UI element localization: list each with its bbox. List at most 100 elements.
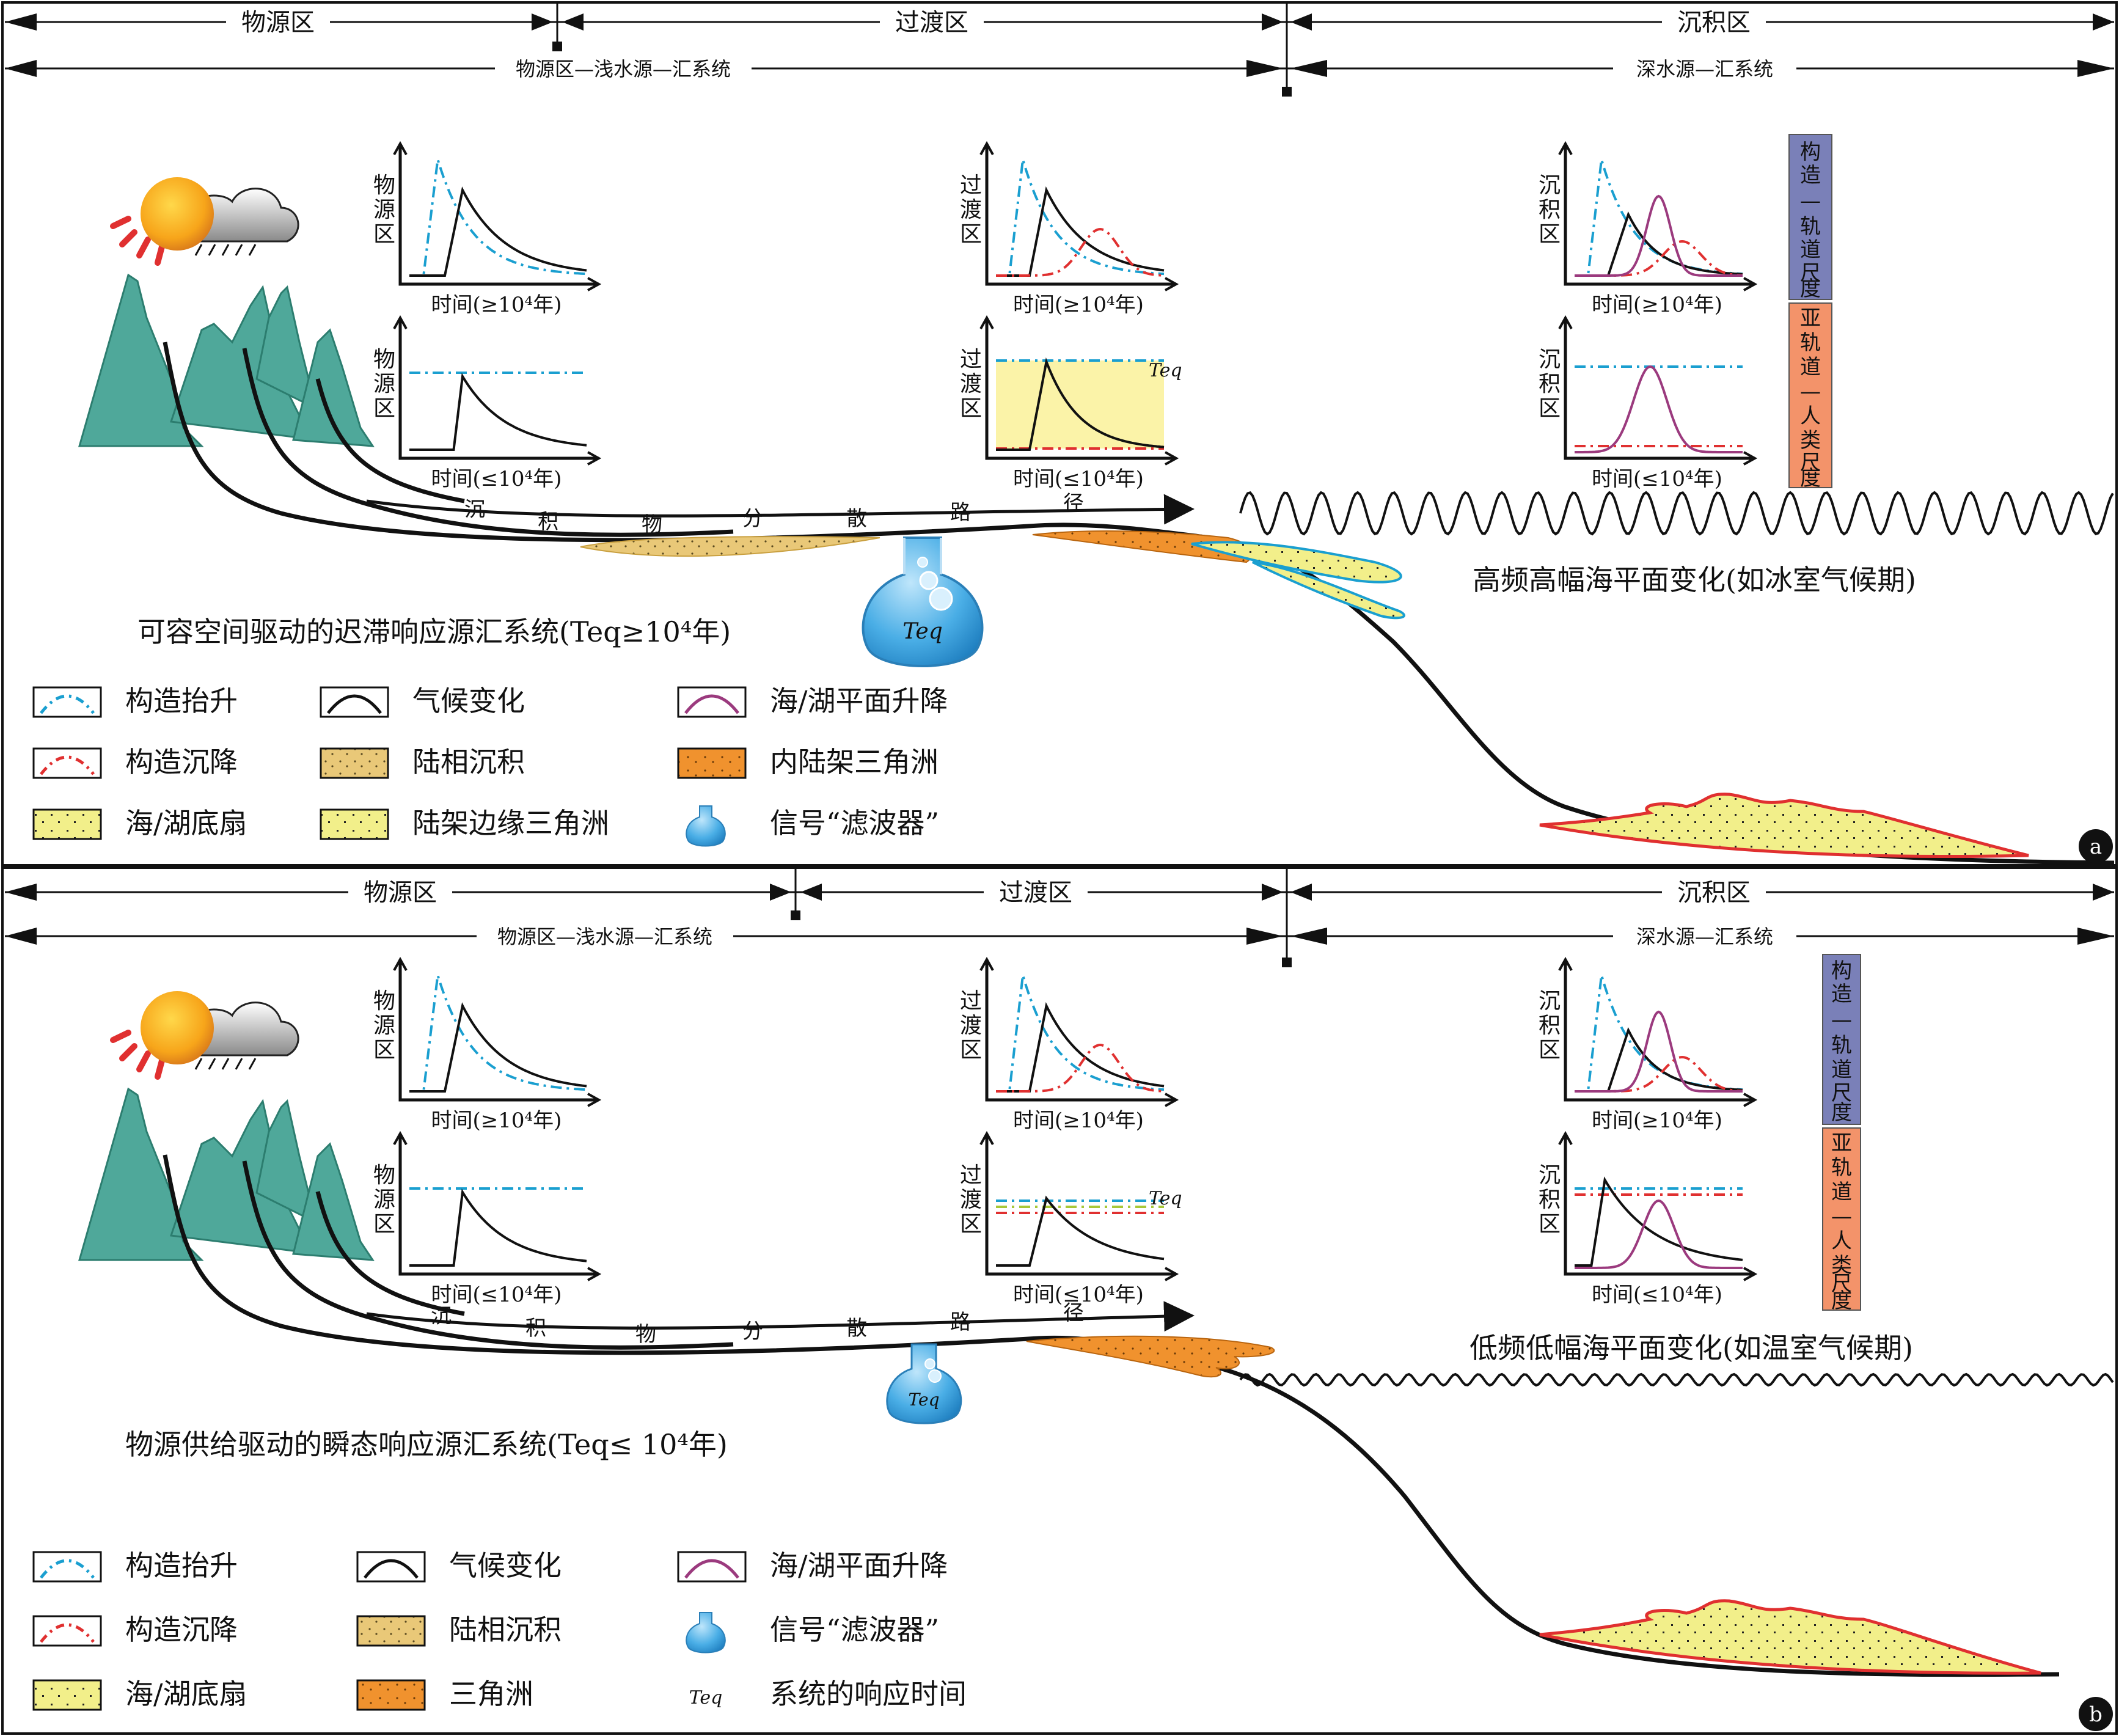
climate-curve <box>409 186 587 277</box>
sea-level-caption: 高频高幅海平面变化(如冰室气候期) <box>1473 563 1916 596</box>
legend-item-label: 构造沉降 <box>125 1613 238 1646</box>
legend-item-label: 构造沉降 <box>125 745 238 778</box>
legend-item: 构造抬升 <box>32 1549 238 1583</box>
legend-item-label: 三角洲 <box>449 1677 533 1710</box>
svg-text:构: 构 <box>1831 959 1852 983</box>
svg-text:轨: 轨 <box>1831 1033 1852 1058</box>
x-axis-arrow <box>587 1267 602 1281</box>
legend-delta-swatch <box>677 747 747 779</box>
graph-x-label: 时间(≥10⁴年) <box>431 293 562 317</box>
legend-item-label: 气候变化 <box>412 684 525 717</box>
svg-text:道: 道 <box>1800 355 1821 379</box>
svg-text:尺: 尺 <box>1831 1272 1852 1296</box>
sealevel-curve <box>1575 1199 1743 1269</box>
legend-fan-swatch <box>32 808 102 840</box>
graph-axes <box>1564 959 1755 1102</box>
legend-terr-swatch <box>320 747 389 779</box>
panel-b-graphs: 物源区时间(≥10⁴年)物源区时间(≤10⁴年)过渡区时间(≥10⁴年)过渡区时… <box>373 956 1758 1307</box>
graph-x-label: 时间(≤10⁴年) <box>1592 1283 1722 1307</box>
climate-curve <box>1575 1027 1743 1093</box>
svg-text:散: 散 <box>846 1316 867 1341</box>
panel-b-frame <box>1 866 2118 1735</box>
svg-text:—: — <box>1831 1008 1852 1032</box>
legend-delta-swatch <box>356 1679 426 1711</box>
graph-x-label: 时间(≥10⁴年) <box>1013 293 1144 317</box>
legend-swatch-frame <box>32 747 102 779</box>
signal-filter-flask: Teq <box>862 537 984 667</box>
svg-text:度: 度 <box>1831 1289 1852 1313</box>
legend-swatch-frame <box>677 686 747 718</box>
orbital-scale-bar <box>1788 134 1832 300</box>
climate-curve <box>1575 211 1743 277</box>
uplift-curve <box>996 159 1165 277</box>
graph-axes <box>1564 1134 1755 1276</box>
svg-text:分: 分 <box>742 1319 763 1344</box>
suborbital-scale-bar <box>1788 302 1832 488</box>
legend-item-label: 构造抬升 <box>125 1549 238 1582</box>
legend-item: 三角洲 <box>356 1677 533 1711</box>
graph-x-label: 时间(≤10⁴年) <box>1013 1283 1144 1307</box>
climate-curve <box>409 1002 587 1093</box>
legend-uplift-icon <box>40 694 95 714</box>
legend-item-label: 陆架边缘三角洲 <box>412 807 609 840</box>
system-caption: 可容空间驱动的迟滞响应源汇系统(Teq≥10⁴年) <box>137 615 731 648</box>
y-axis-arrow <box>979 1130 994 1145</box>
mountain-range <box>78 273 375 447</box>
sun-cloud-icon <box>110 177 299 266</box>
system-caption: 物源供给驱动的瞬态响应源汇系统(Teq≤ 10⁴年) <box>125 1428 728 1461</box>
svg-text:度: 度 <box>1800 277 1821 301</box>
y-axis-arrow <box>979 956 994 971</box>
graph-y-label: 物源区 <box>373 1163 395 1237</box>
uplift-curve <box>409 159 587 277</box>
zone-transition-label: 过渡区 <box>895 9 968 37</box>
sea-level-wave <box>1239 491 2114 536</box>
subsidence-curve <box>1575 240 1743 277</box>
svg-text:—: — <box>1831 1204 1852 1229</box>
legend-item-label: 内陆架三角洲 <box>770 745 939 778</box>
teq-label: Teq <box>1149 1188 1182 1209</box>
legend-subsidence-icon <box>40 1623 95 1643</box>
svg-text:构: 构 <box>1800 140 1821 164</box>
panel-b: 物源区 过渡区 沉积区 物源区—浅水源—汇系统 深水源—汇系统 <box>1 866 2118 1735</box>
orbital-scale-label: 构 造 — 轨 道 尺 度 <box>1800 140 1821 301</box>
svg-text:径: 径 <box>1063 491 1084 516</box>
graph-y-label: 物源区 <box>373 173 395 247</box>
svg-text:度: 度 <box>1800 466 1821 491</box>
svg-text:路: 路 <box>950 500 971 525</box>
climate-curve <box>409 373 587 451</box>
legend-flask-icon <box>686 1612 726 1654</box>
legend-item-label: 构造抬升 <box>125 684 238 717</box>
svg-text:造: 造 <box>1800 163 1821 188</box>
zone-transition-label: 过渡区 <box>999 879 1072 907</box>
legend-item: 构造抬升 <box>32 684 238 718</box>
scale-bars: 构 造 — 轨 道 尺 度 亚 轨 道 — 人 类 尺 度 <box>1788 134 1832 491</box>
graph-y-label: 过渡区 <box>960 989 982 1063</box>
legend-item-label: 信号“滤波器” <box>770 1613 939 1646</box>
legend-swatch-frame <box>356 1551 426 1583</box>
graph-y-label: 沉积区 <box>1539 1163 1561 1237</box>
svg-text:道: 道 <box>1800 238 1821 262</box>
sea-level-caption: 低频低幅海平面变化(如温室气候期) <box>1469 1331 1913 1364</box>
system-shallow-label: 物源区—浅水源—汇系统 <box>516 57 731 81</box>
svg-text:度: 度 <box>1831 1101 1852 1125</box>
system-deep-label: 深水源—汇系统 <box>1636 57 1773 81</box>
legend-item: 内陆架三角洲 <box>677 745 939 779</box>
x-axis-arrow <box>587 277 602 291</box>
climate-curve <box>996 186 1165 277</box>
legend-flask-icon <box>686 805 726 847</box>
svg-text:道: 道 <box>1831 1058 1852 1082</box>
legend-item: Teq 系统的响应时间 <box>689 1677 967 1710</box>
y-axis-arrow <box>1558 315 1573 329</box>
legend-sealevel-icon <box>684 1559 739 1579</box>
legend-item: 海/湖底扇 <box>32 807 247 840</box>
legend-item: 气候变化 <box>320 684 525 718</box>
uplift-curve <box>1575 975 1743 1093</box>
legend-swatch-frame <box>32 686 102 718</box>
x-axis-arrow <box>1165 1093 1179 1107</box>
svg-text:类: 类 <box>1831 1253 1852 1278</box>
climate-curve <box>996 1195 1165 1267</box>
legend-item-label: 信号“滤波器” <box>770 807 939 840</box>
